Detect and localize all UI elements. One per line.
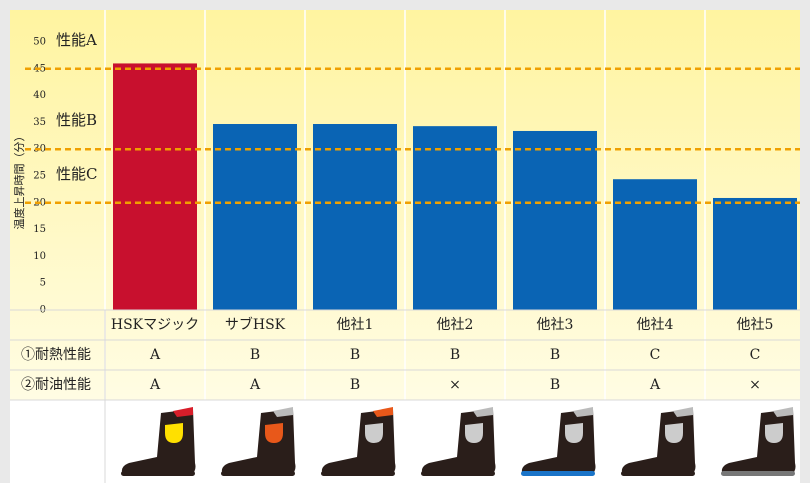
boot-sole — [721, 471, 795, 476]
boot-badge — [465, 423, 483, 443]
table-cell: × — [449, 377, 461, 393]
row-label: ①耐熱性能 — [21, 347, 91, 363]
x-tick-label: HSKマジック — [111, 317, 199, 333]
x-tick-label: 他社5 — [737, 317, 774, 333]
boot-sole — [121, 471, 195, 476]
y-tick-label: 50 — [33, 37, 46, 48]
table-cell: A — [249, 377, 261, 393]
boot-sole — [321, 471, 395, 476]
y-tick-label: 25 — [33, 171, 46, 182]
row-label: ②耐油性能 — [21, 377, 91, 393]
boot-badge — [665, 423, 683, 443]
x-tick-label: 他社3 — [537, 317, 574, 333]
y-tick-label: 15 — [33, 224, 46, 235]
boot-badge — [365, 423, 383, 443]
bar — [513, 131, 597, 310]
bar — [113, 63, 197, 310]
table-cell: A — [649, 377, 661, 393]
table-cell: B — [450, 347, 460, 363]
x-tick-label: 他社1 — [337, 317, 374, 333]
chart: 温度上昇時間（分） 05101520253035404550性能A性能B性能CH… — [0, 0, 810, 483]
boot-badge — [165, 423, 183, 443]
table-cell: B — [550, 347, 560, 363]
boot-sole — [421, 471, 495, 476]
reference-label: 性能B — [56, 111, 97, 129]
table-cell: A — [149, 347, 161, 363]
y-axis-title: 温度上昇時間（分） — [12, 131, 26, 230]
reference-label: 性能C — [56, 165, 97, 183]
y-tick-label: 35 — [33, 117, 46, 128]
table-cell: B — [550, 377, 560, 393]
boot-badge — [765, 423, 783, 443]
table-cell: B — [250, 347, 260, 363]
boot-sole — [521, 471, 595, 476]
table-cell: B — [350, 347, 360, 363]
bar — [313, 124, 397, 310]
boot-badge — [265, 423, 283, 443]
bar — [713, 198, 797, 310]
y-tick-label: 5 — [40, 278, 46, 289]
table-cell: C — [650, 347, 661, 363]
boot-badge — [565, 423, 583, 443]
y-tick-label: 10 — [33, 251, 46, 262]
boot-sole — [621, 471, 695, 476]
reference-label: 性能A — [56, 31, 97, 49]
table-cell: B — [350, 377, 360, 393]
bar — [413, 126, 497, 310]
y-tick-label: 40 — [33, 90, 46, 101]
table-cell: × — [749, 377, 761, 393]
x-tick-label: 他社2 — [437, 317, 474, 333]
table-cell: A — [149, 377, 161, 393]
bar — [613, 179, 697, 310]
x-tick-label: 他社4 — [637, 317, 674, 333]
bar — [213, 124, 297, 310]
boot-sole — [221, 471, 295, 476]
x-tick-label: サブHSK — [225, 316, 286, 333]
table-cell: C — [750, 347, 761, 363]
